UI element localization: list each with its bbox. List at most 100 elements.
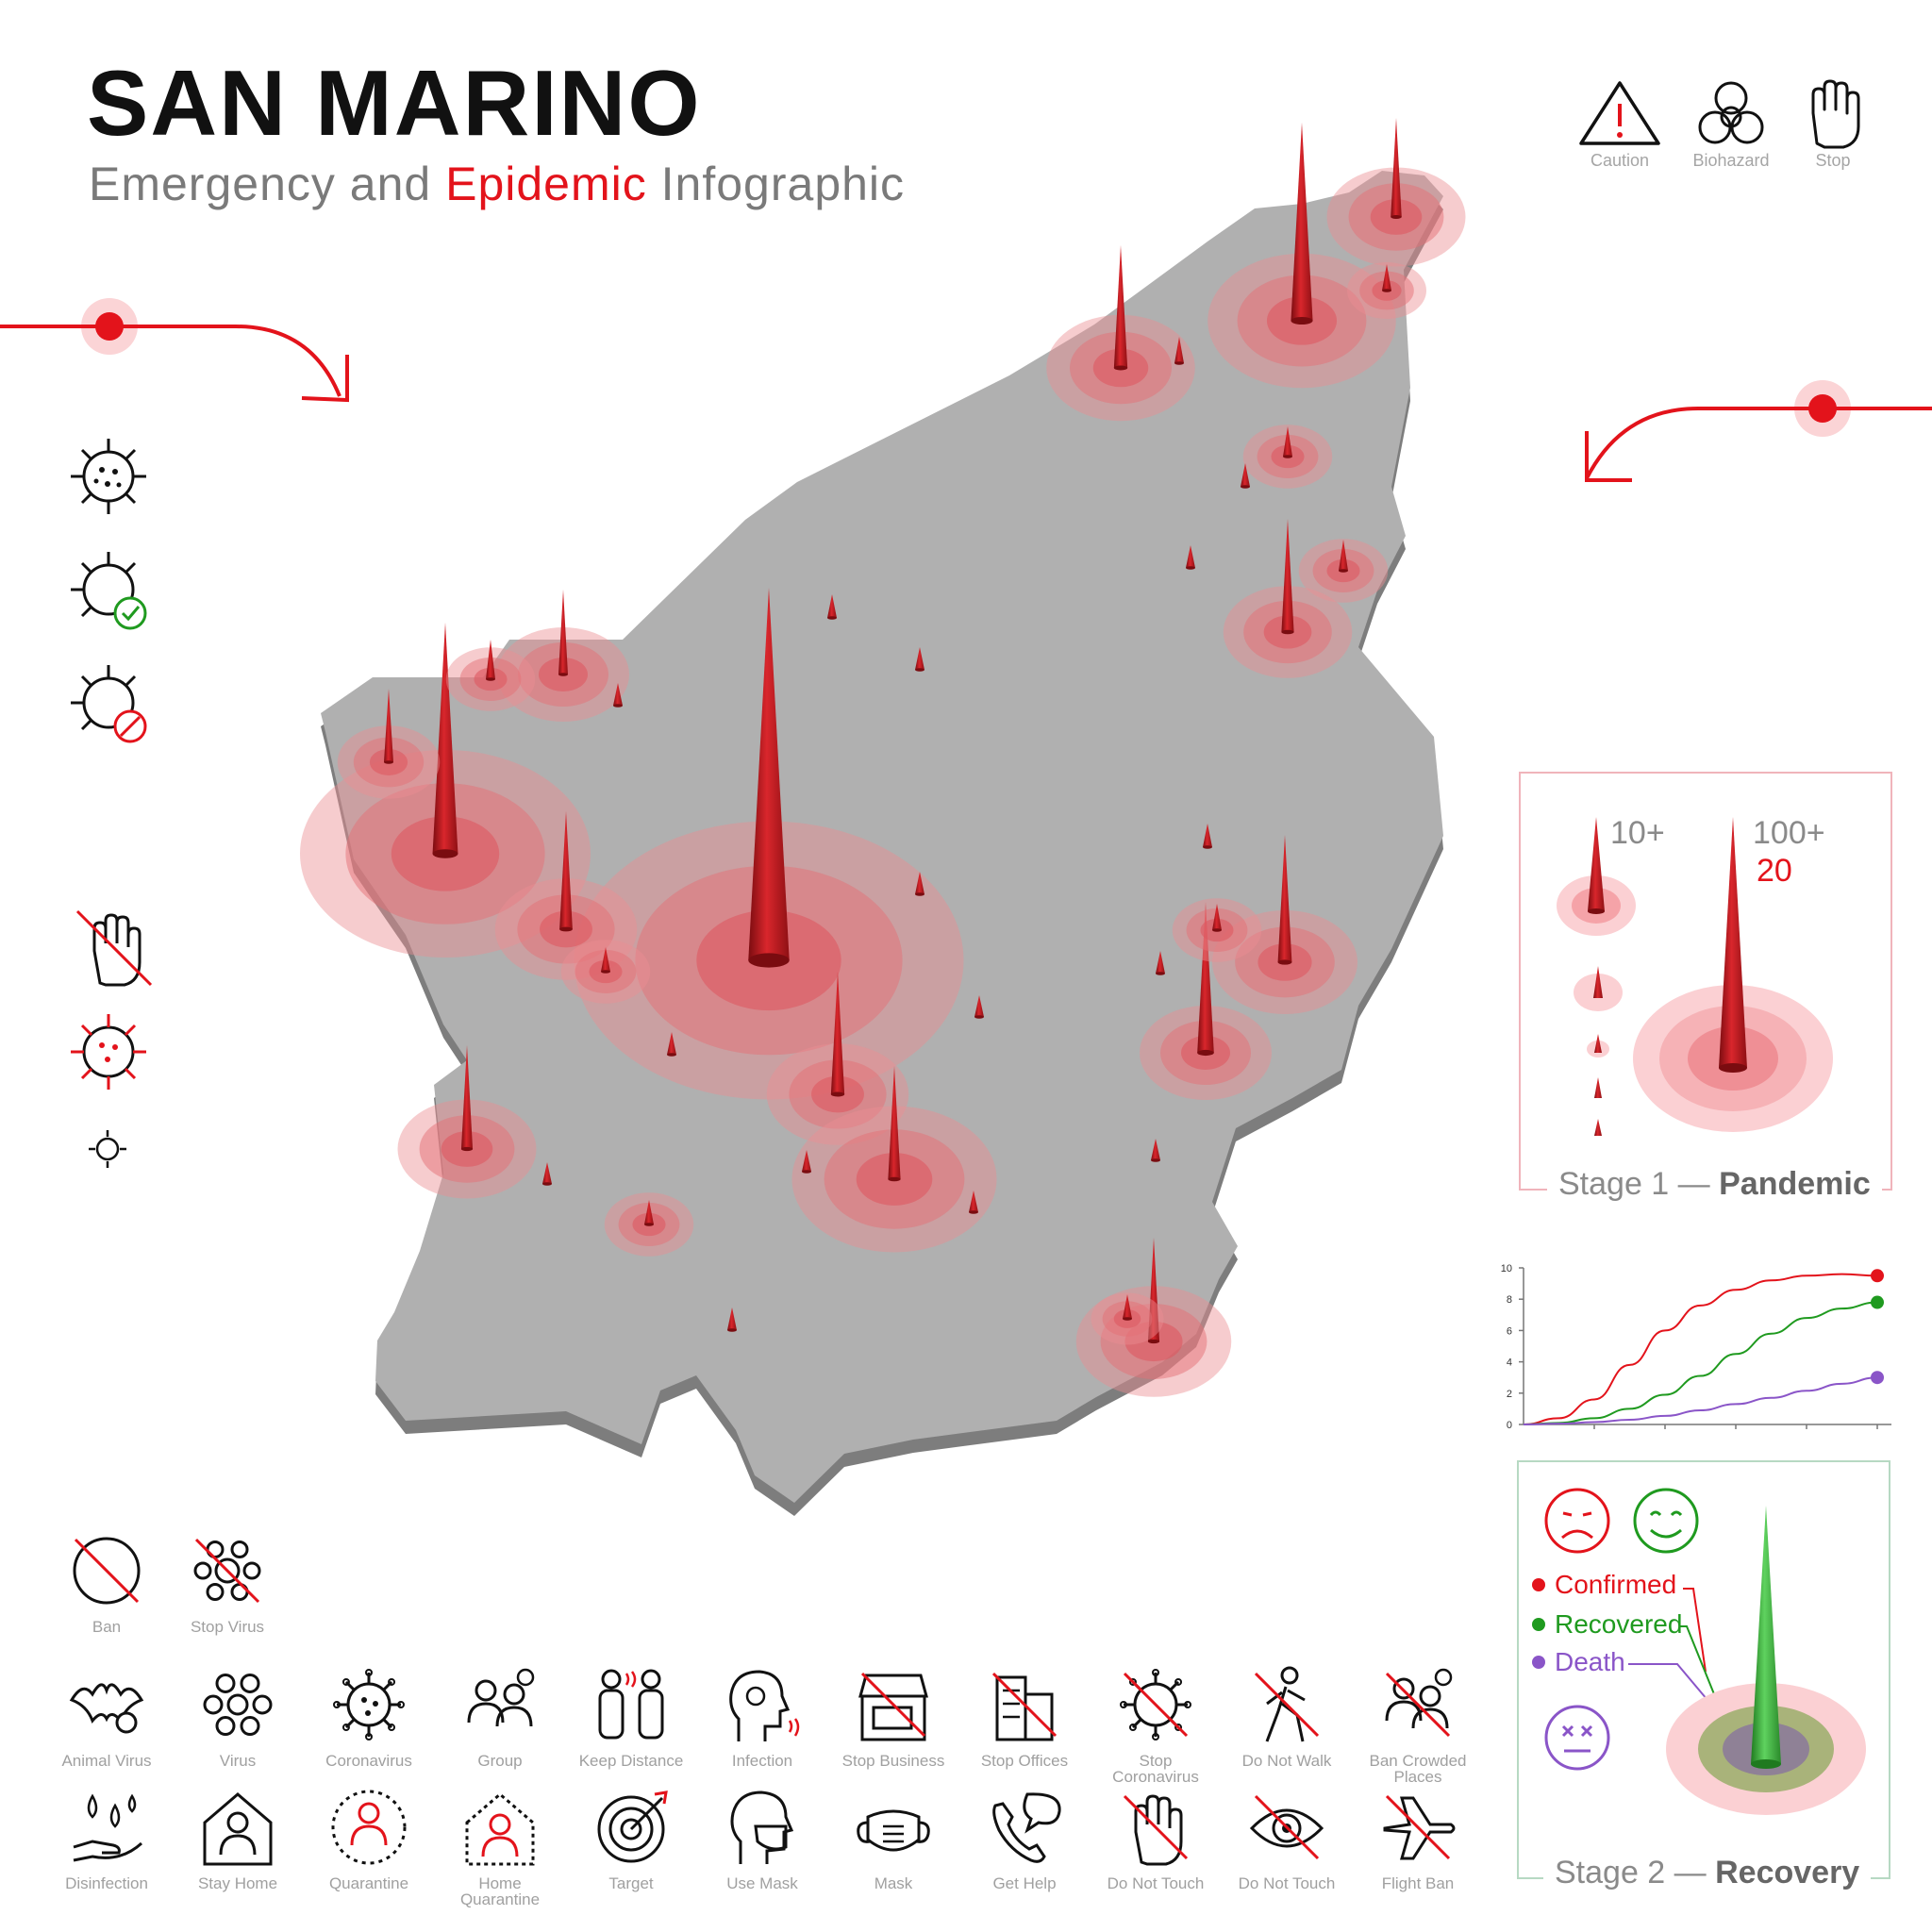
legend-tiny-spike-3 xyxy=(1594,1077,1602,1098)
y-tick-label: 0 xyxy=(1507,1420,1512,1431)
case-spike-24 xyxy=(1174,337,1184,365)
stop-hand-icon xyxy=(1811,79,1860,149)
keep-distance-label: Keep Distance xyxy=(578,1752,684,1770)
stage2-title: Stage 2 — Recovery xyxy=(1543,1855,1872,1891)
flight-ban-tile: Flight Ban xyxy=(1357,1785,1479,1891)
home-quarantine-tile: Home Quarantine xyxy=(439,1785,561,1907)
get-help-icon xyxy=(992,1792,1061,1863)
infection-icon xyxy=(729,1670,800,1741)
stage1-legend-graphic xyxy=(1557,817,1833,1136)
get-help-label: Get Help xyxy=(992,1874,1057,1892)
series-line-2 xyxy=(1523,1301,1878,1425)
stop-virus-label: Stop Virus xyxy=(190,1618,265,1636)
leader-lines xyxy=(1628,1588,1727,1725)
ban-icon xyxy=(73,1537,141,1605)
coronavirus-tile: Coronavirus xyxy=(308,1662,430,1769)
target-icon xyxy=(597,1790,668,1863)
caution-item: Caution xyxy=(1568,75,1672,171)
do-not-touch-hand-label: Do Not Touch xyxy=(1107,1874,1205,1892)
caution-icon xyxy=(1579,81,1660,145)
case-spike-9 xyxy=(337,689,441,799)
map-land xyxy=(321,171,1443,1503)
infection-tile: Infection xyxy=(701,1662,824,1769)
ban-crowded-places-icon xyxy=(1385,1668,1453,1738)
case-spike-17 xyxy=(1140,902,1272,1100)
quarantine-icon xyxy=(331,1790,407,1865)
case-spike-38 xyxy=(969,1191,978,1214)
stop-offices-icon xyxy=(991,1672,1058,1741)
legend-label-small: 10+ xyxy=(1610,815,1665,851)
page-subtitle: Emergency and Epidemic Infographic xyxy=(89,158,906,210)
animal-virus-label: Animal Virus xyxy=(61,1752,152,1770)
group-label: Group xyxy=(477,1752,523,1770)
coronavirus-icon xyxy=(333,1669,405,1740)
use-mask-icon xyxy=(730,1790,794,1864)
disinfection-tile: Disinfection xyxy=(45,1785,168,1891)
do-not-walk-tile: Do Not Walk xyxy=(1225,1662,1348,1769)
legend-tiny-spike-4 xyxy=(1594,1119,1602,1136)
stay-home-tile: Stay Home xyxy=(176,1785,299,1891)
disinfection-label: Disinfection xyxy=(65,1874,148,1892)
status-death: Death xyxy=(1532,1647,1625,1677)
case-spike-6 xyxy=(1347,262,1426,319)
small-virus-icon xyxy=(89,1130,126,1168)
case-spike-32 xyxy=(974,995,984,1019)
use-mask-label: Use Mask xyxy=(726,1874,798,1892)
stop-business-label: Stop Business xyxy=(841,1752,945,1770)
group-tile: Group xyxy=(439,1662,561,1769)
stop-offices-label: Stop Offices xyxy=(980,1752,1069,1770)
no-hand-icon xyxy=(75,909,153,987)
series-line-3 xyxy=(1523,1376,1878,1425)
case-spike-16 xyxy=(1242,425,1333,489)
ban-crowded-places-label: Ban Crowded Places xyxy=(1369,1752,1467,1786)
stop-virus-icon xyxy=(193,1538,261,1604)
stop-coronavirus-icon xyxy=(1120,1669,1191,1740)
case-spike-27 xyxy=(827,594,837,620)
stage2-legend-graphic xyxy=(1544,1488,1866,1815)
coronavirus-label: Coronavirus xyxy=(325,1752,412,1770)
case-spike-39 xyxy=(727,1307,737,1332)
case-spike-33 xyxy=(1156,951,1165,975)
legend-small-spike xyxy=(1557,817,1636,936)
right-flow-arrow xyxy=(1585,380,1932,482)
case-spike-25 xyxy=(1241,463,1250,489)
biohazard-icon xyxy=(1698,81,1764,144)
legend-label-large-value: 20 xyxy=(1757,853,1792,889)
virus-blocked-icon xyxy=(71,665,147,743)
y-tick-label: 8 xyxy=(1507,1294,1512,1306)
case-spike-30 xyxy=(1203,824,1212,849)
recovery-spike xyxy=(1666,1506,1866,1815)
do-not-touch-eye-icon xyxy=(1249,1794,1324,1860)
legend-large-spike xyxy=(1633,817,1833,1132)
infection-label: Infection xyxy=(731,1752,793,1770)
do-not-walk-label: Do Not Walk xyxy=(1241,1752,1332,1770)
animal-virus-icon xyxy=(69,1683,144,1734)
case-spike-15 xyxy=(1212,835,1357,1014)
do-not-touch-hand-tile: Do Not Touch xyxy=(1094,1785,1217,1891)
keep-distance-icon xyxy=(598,1669,664,1740)
y-tick-label: 10 xyxy=(1501,1263,1512,1274)
disinfection-icon xyxy=(73,1793,143,1862)
y-tick-label: 4 xyxy=(1507,1357,1512,1369)
group-icon xyxy=(467,1668,535,1727)
series-line-1 xyxy=(1523,1273,1878,1425)
stay-home-icon xyxy=(203,1792,273,1866)
case-spike-5 xyxy=(1326,118,1466,267)
stop-offices-tile: Stop Offices xyxy=(963,1662,1086,1769)
series-end-dot-2 xyxy=(1871,1295,1884,1309)
case-spike-8 xyxy=(445,640,536,711)
stop-coronavirus-label: Stop Coronavirus xyxy=(1112,1752,1199,1786)
do-not-touch-hand-icon xyxy=(1123,1794,1189,1866)
dead-face-icon xyxy=(1544,1705,1610,1771)
home-quarantine-icon xyxy=(465,1792,535,1866)
case-spike-35 xyxy=(1151,1139,1160,1162)
virus-checked-icon xyxy=(71,552,147,630)
sad-face-icon xyxy=(1544,1488,1610,1554)
case-spike-21 xyxy=(1298,539,1389,603)
case-spike-13 xyxy=(791,1066,997,1253)
stage1-title: Stage 1 — Pandemic xyxy=(1547,1166,1882,1203)
mask-tile: Mask xyxy=(832,1785,955,1891)
stop-coronavirus-tile: Stop Coronavirus xyxy=(1094,1662,1217,1785)
mask-label: Mask xyxy=(874,1874,913,1892)
